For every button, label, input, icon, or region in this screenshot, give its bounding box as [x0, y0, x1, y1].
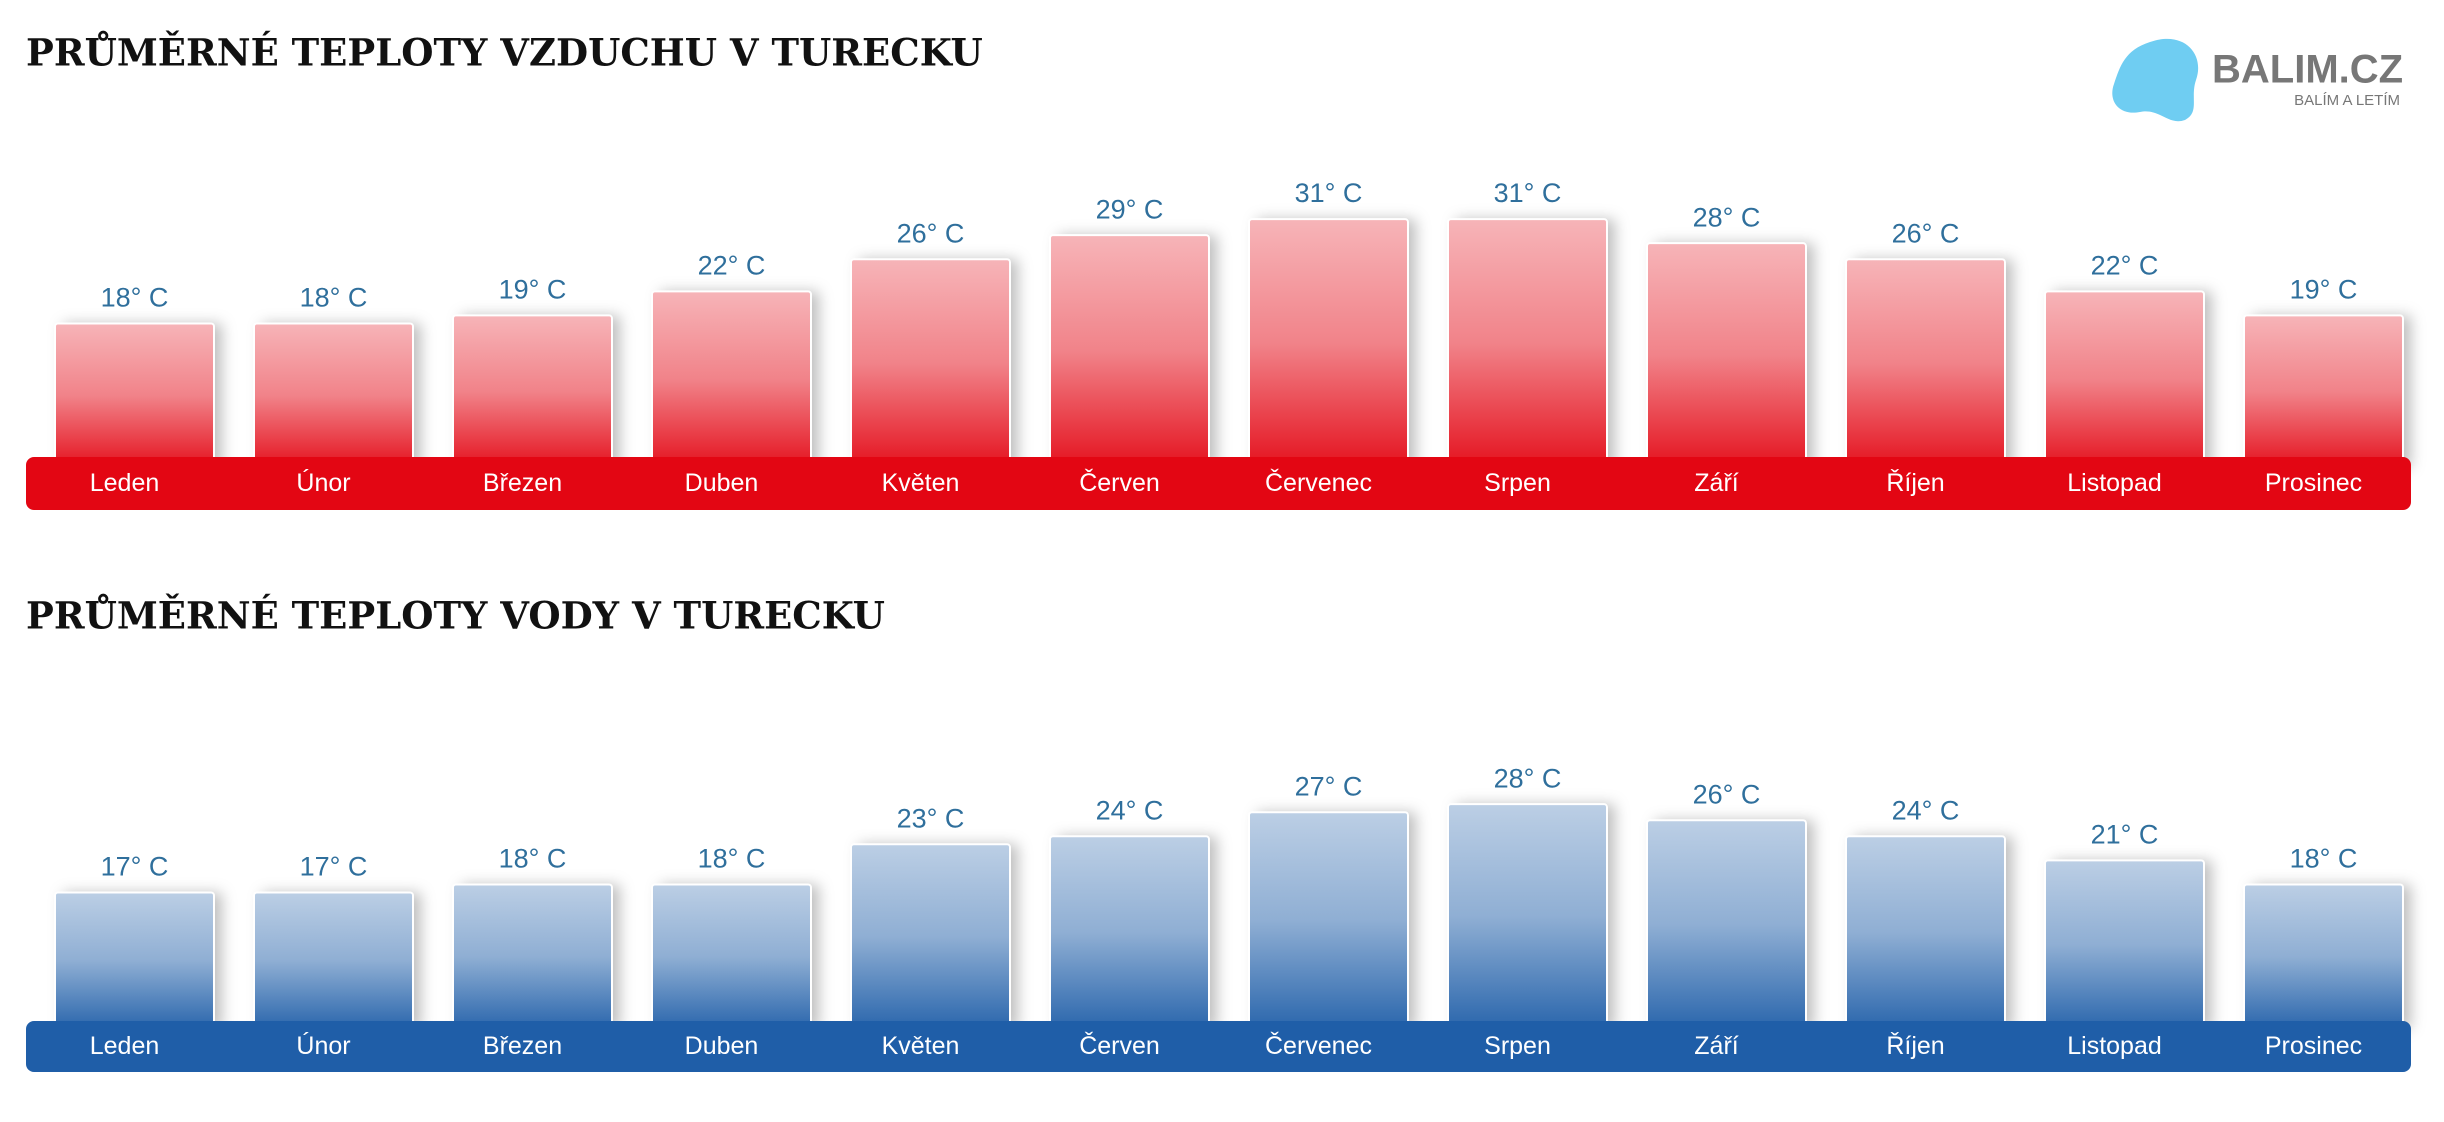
bar	[2044, 290, 2205, 469]
month-label: Červen	[1079, 1031, 1160, 1060]
bar	[2243, 883, 2404, 1031]
value-label: 24° C	[1096, 795, 1164, 825]
month-band	[26, 457, 2411, 510]
month-band	[26, 1021, 2411, 1072]
value-label: 18° C	[101, 283, 169, 313]
bar	[1248, 218, 1409, 469]
month-label: Březen	[483, 469, 562, 497]
bar	[1646, 242, 1807, 469]
value-label: 21° C	[2091, 819, 2159, 849]
value-label: 29° C	[1096, 194, 1164, 224]
value-label: 31° C	[1494, 178, 1562, 208]
bar	[253, 891, 414, 1030]
logo-blob	[2112, 38, 2199, 122]
month-label: Listopad	[2067, 1032, 2162, 1060]
month-label: Březen	[483, 1032, 562, 1060]
bar	[1447, 218, 1608, 469]
month-label: Květen	[882, 1032, 960, 1060]
month-label: Říjen	[1886, 468, 1944, 497]
bar	[1845, 258, 2006, 469]
month-label: Únor	[296, 1031, 350, 1060]
month-label: Říjen	[1886, 1031, 1944, 1060]
month-label: Prosinec	[2265, 469, 2362, 497]
month-label: Červenec	[1265, 468, 1372, 497]
value-label: 28° C	[1494, 763, 1562, 793]
bar	[1447, 803, 1608, 1030]
bar	[850, 258, 1011, 469]
bar	[850, 843, 1011, 1030]
bar	[2243, 314, 2404, 469]
month-label: Září	[1694, 1032, 1739, 1060]
month-label: Listopad	[2067, 469, 2162, 497]
month-label: Červen	[1079, 468, 1160, 497]
month-label: Prosinec	[2265, 1032, 2362, 1060]
value-label: 24° C	[1892, 795, 1960, 825]
value-label: 26° C	[897, 218, 965, 248]
logo-tagline: BALÍM A LETÍM	[2294, 92, 2400, 109]
bar	[253, 322, 414, 469]
value-label: 18° C	[499, 844, 567, 874]
bar	[651, 290, 812, 469]
bar	[2044, 859, 2205, 1030]
value-label: 22° C	[698, 250, 766, 280]
value-label: 18° C	[2290, 844, 2358, 874]
value-label: 26° C	[1693, 779, 1761, 809]
bar	[1049, 234, 1210, 469]
logo[interactable]: BALIM.CZ BALÍM A LETÍM	[2112, 38, 2403, 122]
bar	[452, 883, 613, 1031]
bar	[1049, 835, 1210, 1031]
value-label: 18° C	[300, 283, 368, 313]
value-label: 19° C	[2290, 275, 2358, 305]
bar	[54, 322, 215, 469]
month-label: Leden	[90, 469, 160, 497]
bar	[1845, 835, 2006, 1031]
bar	[1646, 819, 1807, 1030]
month-label: Srpen	[1484, 1032, 1551, 1060]
value-label: 22° C	[2091, 250, 2159, 280]
chart-title: PRŮMĚRNÉ TEPLOTY VODY V TURECKU	[26, 594, 885, 638]
value-label: 17° C	[300, 852, 368, 882]
value-label: 18° C	[698, 844, 766, 874]
month-label: Červenec	[1265, 1031, 1372, 1060]
bar	[1248, 811, 1409, 1030]
value-label: 23° C	[897, 803, 965, 833]
month-label: Duben	[685, 469, 759, 497]
value-label: 19° C	[499, 275, 567, 305]
bar	[54, 891, 215, 1030]
month-label: Srpen	[1484, 469, 1551, 497]
value-label: 31° C	[1295, 178, 1363, 208]
month-label: Květen	[882, 469, 960, 497]
month-label: Duben	[685, 1032, 759, 1060]
value-label: 26° C	[1892, 218, 1960, 248]
month-label: Září	[1694, 469, 1739, 497]
bar	[452, 314, 613, 469]
value-label: 17° C	[101, 852, 169, 882]
month-label: Leden	[90, 1032, 160, 1060]
bar	[651, 883, 812, 1031]
value-label: 28° C	[1693, 202, 1761, 232]
value-label: 27° C	[1295, 771, 1363, 801]
month-label: Únor	[296, 468, 350, 497]
logo-name: BALIM.CZ	[2212, 48, 2403, 92]
chart-title: PRŮMĚRNÉ TEPLOTY VZDUCHU V TURECKU	[26, 31, 983, 75]
